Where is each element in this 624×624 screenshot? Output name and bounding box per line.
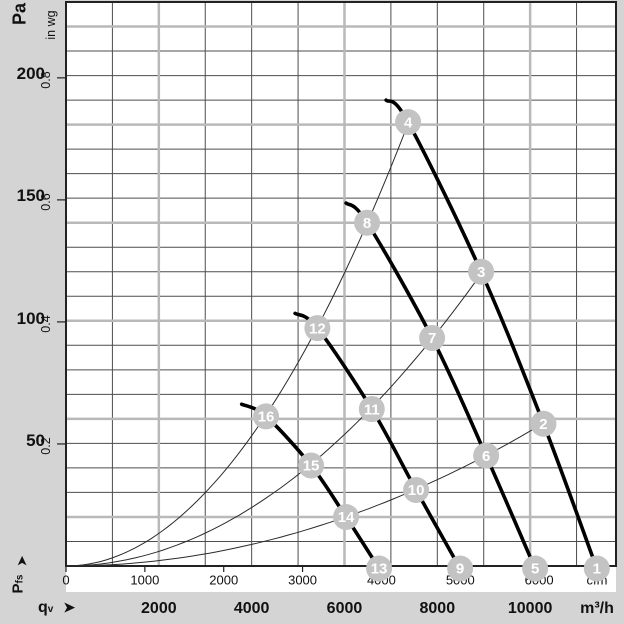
system-curve-B <box>65 273 482 567</box>
operating-point-marker <box>403 476 430 503</box>
plot-border <box>65 1 617 567</box>
x-tick-m3h: 10000 <box>508 600 553 617</box>
y-tick-pa: 150 <box>16 186 45 206</box>
operating-point-number: 5 <box>531 561 539 578</box>
operating-point-number: 3 <box>477 264 485 281</box>
operating-point-number: 14 <box>338 509 355 526</box>
y-tick-pa: 200 <box>16 63 45 83</box>
operating-point-2: 2 <box>530 410 557 437</box>
operating-point-1: 1 <box>583 555 610 582</box>
operating-point-8: 8 <box>354 209 381 236</box>
operating-point-number: 16 <box>258 409 275 426</box>
system-curve-C <box>66 422 544 567</box>
operating-point-number: 1 <box>593 561 601 578</box>
operating-point-number: 7 <box>428 330 436 347</box>
operating-point-marker <box>468 258 495 285</box>
operating-point-11: 11 <box>358 396 385 423</box>
operating-point-number: 12 <box>309 320 326 337</box>
operating-point-number: 4 <box>404 114 413 131</box>
operating-point-number: 11 <box>364 401 380 418</box>
operating-point-marker <box>304 315 331 342</box>
operating-point-marker <box>333 503 360 530</box>
operating-point-number: 6 <box>482 448 490 465</box>
operating-point-9: 9 <box>447 555 474 582</box>
operating-point-marker <box>447 555 474 582</box>
operating-point-7: 7 <box>419 324 446 351</box>
operating-point-number: 15 <box>303 458 320 475</box>
x-tick-m3h: 2000 <box>141 600 177 617</box>
operating-point-marker <box>419 324 446 351</box>
operating-point-14: 14 <box>333 503 360 530</box>
flow-axis-label: q v ➤ <box>38 599 75 617</box>
operating-point-number: 9 <box>456 561 464 578</box>
x-tick-m3h: 4000 <box>234 600 270 617</box>
operating-point-marker <box>473 442 500 469</box>
operating-point-number: 8 <box>363 215 371 232</box>
flow-symbol: q <box>38 599 48 616</box>
operating-point-marker <box>358 396 385 423</box>
operating-point-marker <box>395 109 422 136</box>
y-tick-pa: 100 <box>16 308 45 328</box>
plot-background <box>66 2 616 592</box>
operating-point-marker <box>583 555 610 582</box>
operating-point-marker <box>366 555 393 582</box>
operating-point-12: 12 <box>304 315 331 342</box>
system-curve-A <box>65 123 409 567</box>
m3h-unit-label: m³/h <box>580 600 614 617</box>
operating-point-marker <box>298 452 325 479</box>
operating-point-number: 13 <box>371 561 388 578</box>
operating-point-marker <box>253 403 280 430</box>
operating-point-number: 10 <box>408 482 425 499</box>
x-tick-m3h: 8000 <box>420 600 456 617</box>
operating-point-16: 16 <box>253 403 280 430</box>
operating-point-marker <box>354 209 381 236</box>
operating-point-4: 4 <box>395 109 422 136</box>
operating-point-marker <box>522 555 549 582</box>
x-tick-cfm: 2000 <box>209 573 238 588</box>
x-tick-cfm: 0 <box>62 573 69 588</box>
operating-point-3: 3 <box>468 258 495 285</box>
operating-point-marker <box>530 410 557 437</box>
operating-point-6: 6 <box>473 442 500 469</box>
y-tick-pa: 50 <box>26 431 45 451</box>
flow-axis-arrow-icon: ➤ <box>63 599 76 615</box>
x-tick-cfm: 1000 <box>130 573 159 588</box>
operating-point-10: 10 <box>403 476 430 503</box>
operating-point-5: 5 <box>522 555 549 582</box>
x-tick-m3h: 6000 <box>327 600 363 617</box>
x-tick-cfm: 3000 <box>288 573 317 588</box>
operating-point-15: 15 <box>298 452 325 479</box>
flow-symbol-sub: v <box>47 604 54 615</box>
operating-point-number: 2 <box>539 416 547 433</box>
operating-point-13: 13 <box>366 555 393 582</box>
